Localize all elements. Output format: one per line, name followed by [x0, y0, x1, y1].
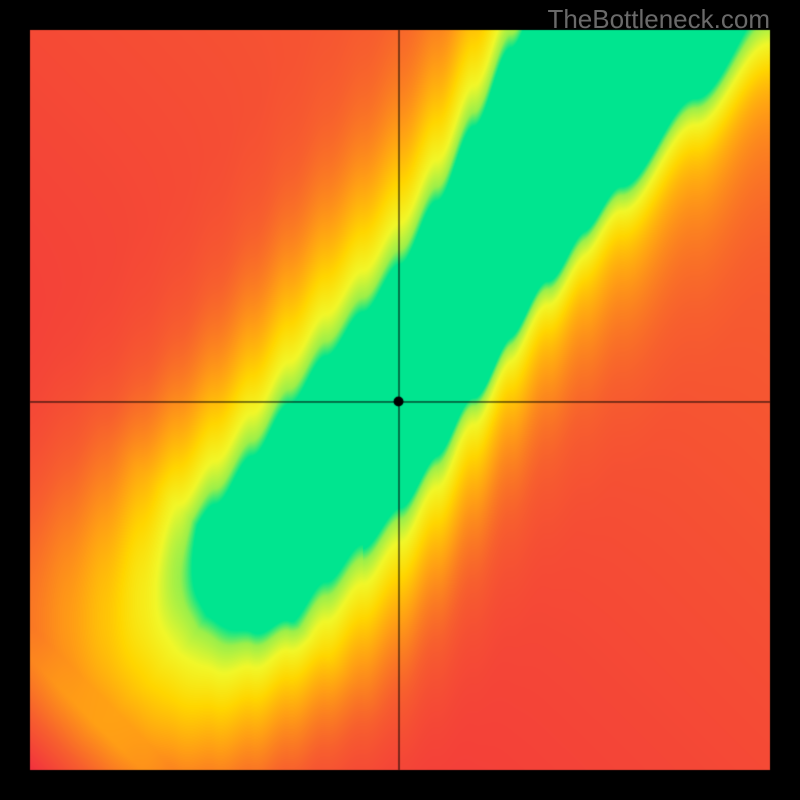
crosshair-overlay: [0, 0, 800, 800]
chart-container: { "chart": { "type": "heatmap", "canvas_…: [0, 0, 800, 800]
